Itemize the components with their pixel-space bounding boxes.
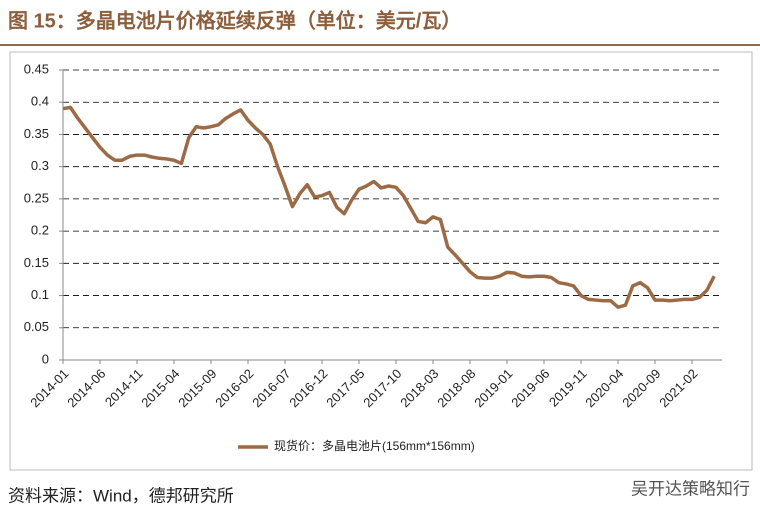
- y-tick-label: 0.05: [24, 319, 49, 334]
- x-tick-label: 2016-07: [249, 366, 293, 410]
- y-tick-label: 0.4: [31, 94, 49, 109]
- x-tick-label: 2021-02: [656, 366, 700, 410]
- x-tick-label: 2017-05: [323, 366, 367, 410]
- x-tick-label: 2014-06: [64, 366, 108, 410]
- legend-label: 现货价：多晶电池片(156mm*156mm): [274, 438, 475, 453]
- x-tick-label: 2018-03: [397, 366, 441, 410]
- x-tick-label: 2020-09: [619, 366, 663, 410]
- y-tick-label: 0.3: [31, 158, 49, 173]
- x-tick-label: 2020-04: [582, 366, 626, 410]
- x-tick-label: 2014-01: [27, 366, 71, 410]
- x-tick-label: 2016-12: [286, 366, 330, 410]
- x-tick-label: 2016-02: [212, 366, 256, 410]
- x-tick-label: 2017-10: [360, 366, 404, 410]
- line: [62, 105, 716, 309]
- x-tick-label: 2015-04: [138, 366, 182, 410]
- x-tick-label: 2015-09: [175, 366, 219, 410]
- x-tick-label: 2019-01: [471, 366, 515, 410]
- y-tick-label: 0.2: [31, 223, 49, 238]
- x-tick-label: 2019-11: [546, 366, 590, 410]
- y-tick-label: 0.25: [24, 190, 49, 205]
- y-tick-label: 0.15: [24, 255, 49, 270]
- y-tick-label: 0: [42, 351, 49, 366]
- y-tick-label: 0.45: [24, 61, 49, 76]
- y-tick-label: 0.35: [24, 126, 49, 141]
- x-tick-label: 2014-11: [102, 366, 146, 410]
- source: 资料来源：Wind，德邦研究所: [8, 486, 234, 505]
- chart-title: 图 15：多晶电池片价格延续反弹（单位：美元/瓦）: [8, 8, 461, 32]
- watermark: 吴开达策略知行: [631, 479, 750, 498]
- x-tick-label: 2019-06: [508, 366, 552, 410]
- x-tick-label: 2018-08: [434, 366, 478, 410]
- y-tick-label: 0.1: [31, 287, 49, 302]
- chart-frame: [9, 51, 753, 471]
